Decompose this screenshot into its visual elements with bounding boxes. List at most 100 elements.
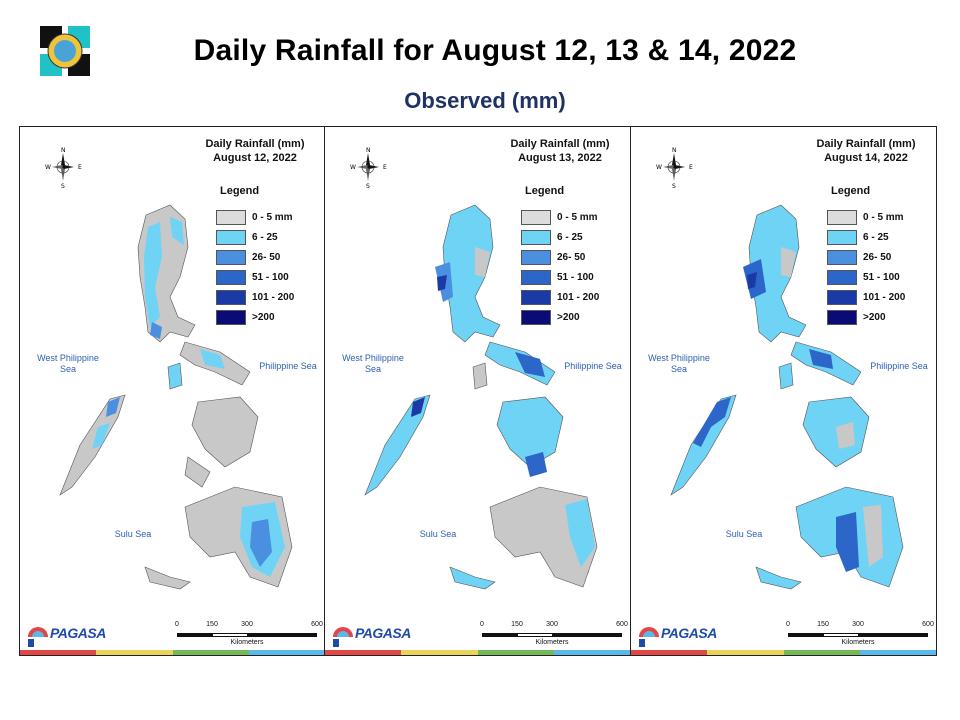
scale-tick: 150 bbox=[206, 621, 218, 628]
legend-swatch bbox=[827, 269, 857, 285]
scale-tick: 300 bbox=[852, 621, 864, 628]
scale-tick: 0 bbox=[786, 621, 790, 628]
legend-item: 51 - 100 bbox=[521, 267, 599, 287]
philippines-map bbox=[670, 204, 904, 590]
legend-title: Legend bbox=[525, 185, 565, 197]
philippines-map bbox=[364, 204, 598, 590]
legend-swatch bbox=[827, 229, 857, 245]
pagasa-logo: PAGASA bbox=[637, 621, 717, 651]
scale-tick: 0 bbox=[480, 621, 484, 628]
compass-w: W bbox=[45, 164, 51, 171]
pagasa-logo: PAGASA bbox=[331, 621, 411, 651]
legend-swatch bbox=[216, 229, 246, 245]
legend-label: 51 - 100 bbox=[252, 271, 289, 283]
compass-e: E bbox=[383, 164, 387, 171]
compass-s: S bbox=[672, 183, 676, 189]
map-panel-aug13: N S W E Daily Rainfall (mm) August 13, 2… bbox=[324, 126, 631, 656]
panel-title-line1: Daily Rainfall (mm) bbox=[510, 138, 610, 150]
panel-date: August 13, 2022 bbox=[518, 152, 602, 164]
legend-item: 101 - 200 bbox=[827, 287, 905, 307]
color-strip bbox=[325, 650, 630, 655]
legend-label: 26- 50 bbox=[252, 251, 281, 263]
legend-label: 51 - 100 bbox=[863, 271, 900, 283]
sea-label-philippine: Philippine Sea bbox=[259, 361, 317, 371]
compass-rose: N S W E bbox=[44, 145, 84, 194]
scale-tick: 150 bbox=[817, 621, 829, 628]
panel-date: August 12, 2022 bbox=[213, 152, 297, 164]
scale-tick: 300 bbox=[546, 621, 558, 628]
legend-item: 51 - 100 bbox=[827, 267, 905, 287]
scale-bar: 0 150 300 600 Kilometers bbox=[477, 621, 628, 646]
legend-label: 6 - 25 bbox=[252, 231, 278, 243]
legend: 0 - 5 mm 6 - 25 26- 50 51 - 100 101 - 20… bbox=[521, 207, 599, 327]
legend-label: >200 bbox=[252, 311, 275, 323]
sea-label-sulu: Sulu Sea bbox=[114, 529, 152, 539]
scale-unit: Kilometers bbox=[230, 639, 264, 646]
legend-item: 26- 50 bbox=[827, 247, 905, 267]
legend-label: 101 - 200 bbox=[863, 291, 906, 303]
legend: 0 - 5 mm 6 - 25 26- 50 51 - 100 101 - 20… bbox=[827, 207, 905, 327]
sea-label-philippine: Philippine Sea bbox=[870, 361, 928, 371]
philippines-map bbox=[59, 204, 293, 590]
legend-label: 101 - 200 bbox=[557, 291, 600, 303]
page-subtitle: Observed (mm) bbox=[404, 88, 566, 113]
scale-tick: 300 bbox=[241, 621, 253, 628]
dost-logo bbox=[32, 18, 98, 84]
legend-label: 26- 50 bbox=[863, 251, 892, 263]
legend-swatch bbox=[827, 249, 857, 265]
compass-w: W bbox=[656, 164, 662, 171]
legend-swatch bbox=[216, 209, 246, 225]
color-strip bbox=[631, 650, 936, 655]
legend-item: >200 bbox=[827, 307, 905, 327]
legend-label: 101 - 200 bbox=[252, 291, 295, 303]
map-panel-aug14: N S W E Daily Rainfall (mm) August 14, 2… bbox=[630, 126, 937, 656]
compass-rose: N S W E bbox=[655, 145, 695, 194]
legend-label: >200 bbox=[863, 311, 886, 323]
legend-swatch bbox=[216, 309, 246, 325]
legend-item: 101 - 200 bbox=[521, 287, 599, 307]
compass-s: S bbox=[366, 183, 370, 189]
legend-swatch bbox=[216, 249, 246, 265]
legend-title: Legend bbox=[220, 185, 260, 197]
compass-n: N bbox=[366, 147, 371, 154]
scale-tick: 600 bbox=[922, 621, 934, 628]
compass-w: W bbox=[350, 164, 356, 171]
compass-rose: N S W E bbox=[349, 145, 389, 194]
legend-item: 51 - 100 bbox=[216, 267, 294, 287]
page-title: Daily Rainfall for August 12, 13 & 14, 2… bbox=[193, 34, 797, 67]
scale-unit: Kilometers bbox=[535, 639, 569, 646]
scale-bar: 0 150 300 600 Kilometers bbox=[172, 621, 323, 646]
pagasa-logo-text: PAGASA bbox=[355, 625, 411, 641]
scale-tick: 600 bbox=[616, 621, 628, 628]
panel-title-line1: Daily Rainfall (mm) bbox=[205, 138, 305, 150]
scale-unit: Kilometers bbox=[841, 639, 875, 646]
legend-label: >200 bbox=[557, 311, 580, 323]
sea-label-west: West Philippine Sea bbox=[648, 353, 710, 374]
legend-label: 51 - 100 bbox=[557, 271, 594, 283]
scale-tick: 600 bbox=[311, 621, 323, 628]
color-strip bbox=[20, 650, 325, 655]
panel-title: Daily Rainfall (mm) August 13, 2022 bbox=[490, 137, 630, 165]
pagasa-logo-text: PAGASA bbox=[661, 625, 717, 641]
panel-title-line1: Daily Rainfall (mm) bbox=[816, 138, 916, 150]
compass-s: S bbox=[61, 183, 65, 189]
legend-item: 101 - 200 bbox=[216, 287, 294, 307]
legend: 0 - 5 mm 6 - 25 26- 50 51 - 100 101 - 20… bbox=[216, 207, 294, 327]
legend-item: >200 bbox=[216, 307, 294, 327]
map-panel-aug12: N S W E Daily Rainfall (mm) August 12, 2… bbox=[19, 126, 326, 656]
compass-e: E bbox=[689, 164, 693, 171]
legend-item: 0 - 5 mm bbox=[216, 207, 294, 227]
sea-label-west: West Philippine Sea bbox=[342, 353, 404, 374]
legend-item: 6 - 25 bbox=[827, 227, 905, 247]
compass-n: N bbox=[672, 147, 677, 154]
legend-swatch bbox=[521, 289, 551, 305]
legend-swatch bbox=[521, 269, 551, 285]
legend-item: >200 bbox=[521, 307, 599, 327]
scale-tick: 150 bbox=[511, 621, 523, 628]
legend-swatch bbox=[827, 209, 857, 225]
scale-tick: 0 bbox=[175, 621, 179, 628]
pagasa-logo: PAGASA bbox=[26, 621, 106, 651]
legend-swatch bbox=[521, 249, 551, 265]
panel-date: August 14, 2022 bbox=[824, 152, 908, 164]
scale-bar: 0 150 300 600 Kilometers bbox=[783, 621, 934, 646]
